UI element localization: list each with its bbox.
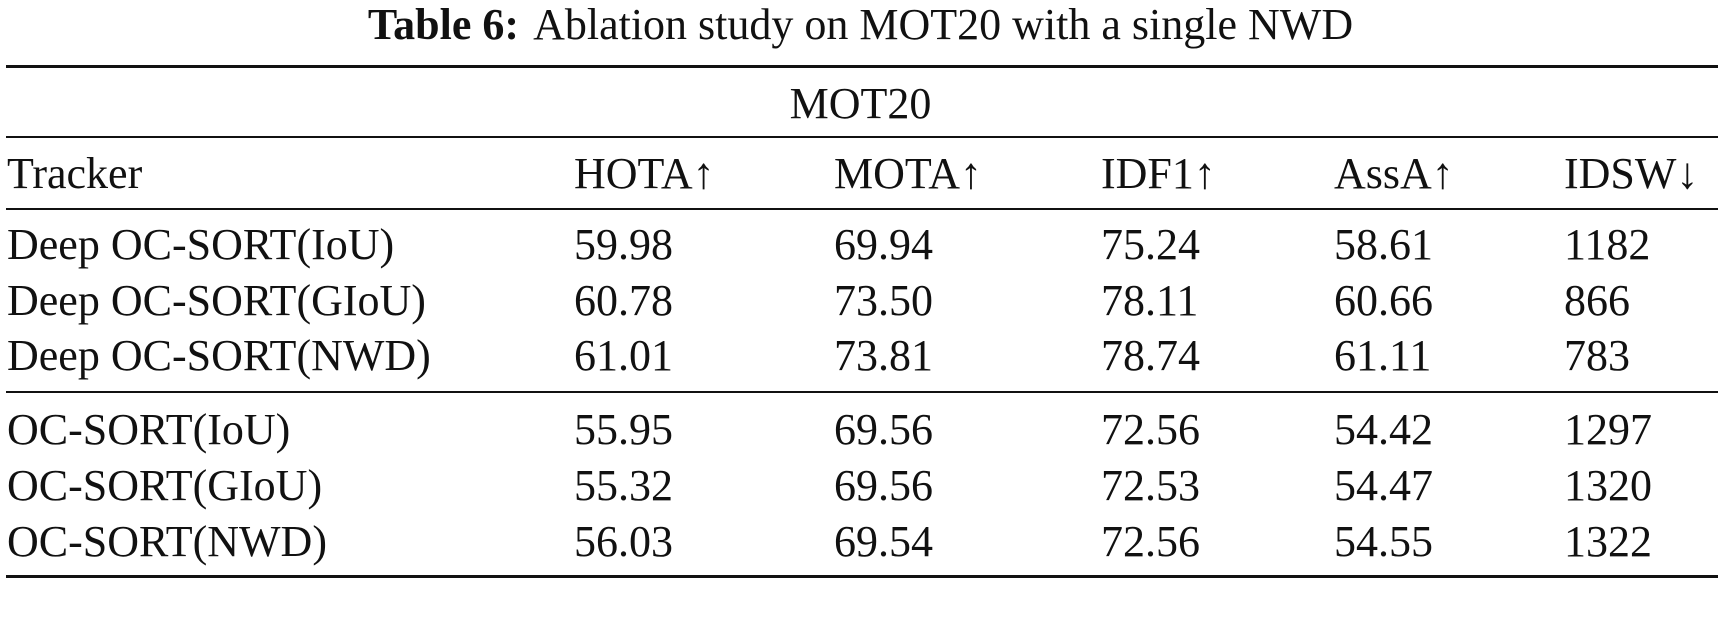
group-header-rule [6,136,1718,138]
assa-cell: 54.47 [1334,461,1433,510]
idf1-cell: 78.74 [1101,331,1200,380]
tracker-name-cell: OC-SORT(NWD) [7,517,327,566]
column-header-idf1: IDF1↑ [1101,149,1216,198]
assa-cell: 54.55 [1334,517,1433,566]
table-row: Deep OC-SORT(IoU) 59.98 69.94 75.24 58.6… [0,216,1721,274]
assa-cell: 61.11 [1334,331,1432,380]
hota-cell: 60.78 [574,276,673,325]
tracker-name-cell: Deep OC-SORT(IoU) [7,220,395,269]
table-bottom-rule [6,575,1718,578]
table-row: OC-SORT(IoU) 55.95 69.56 72.56 54.42 129… [0,401,1721,459]
table-top-rule [6,65,1718,68]
hota-cell: 59.98 [574,220,673,269]
hota-cell: 55.32 [574,461,673,510]
mota-cell: 69.94 [834,220,933,269]
table-row: OC-SORT(NWD) 56.03 69.54 72.56 54.55 132… [0,513,1721,571]
tracker-name-cell: OC-SORT(IoU) [7,405,291,454]
idsw-cell: 1320 [1564,461,1652,510]
column-header-tracker: Tracker [7,149,143,198]
table-header-row: Tracker HOTA↑ MOTA↑ IDF1↑ AssA↑ IDSW↓ [0,145,1721,203]
idsw-cell: 866 [1564,276,1630,325]
assa-cell: 60.66 [1334,276,1433,325]
idf1-cell: 75.24 [1101,220,1200,269]
assa-cell: 58.61 [1334,220,1433,269]
mota-cell: 73.81 [834,331,933,380]
table-row: Deep OC-SORT(GIoU) 60.78 73.50 78.11 60.… [0,272,1721,330]
table-group-header: MOT20 [789,79,932,128]
idsw-cell: 1182 [1564,220,1651,269]
table-caption-text: Ablation study on MOT20 with a single NW… [533,0,1354,49]
assa-cell: 54.42 [1334,405,1433,454]
hota-cell: 55.95 [574,405,673,454]
hota-cell: 61.01 [574,331,673,380]
table-row: Deep OC-SORT(NWD) 61.01 73.81 78.74 61.1… [0,327,1721,385]
idsw-cell: 1322 [1564,517,1652,566]
hota-cell: 56.03 [574,517,673,566]
idf1-cell: 78.11 [1101,276,1199,325]
mota-cell: 69.56 [834,405,933,454]
mota-cell: 69.56 [834,461,933,510]
idf1-cell: 72.56 [1101,517,1200,566]
group-separator-rule [6,391,1718,393]
tracker-name-cell: Deep OC-SORT(NWD) [7,331,431,380]
table-row: OC-SORT(GIoU) 55.32 69.56 72.53 54.47 13… [0,457,1721,515]
header-bottom-rule [6,208,1718,210]
column-header-mota: MOTA↑ [834,149,983,198]
tracker-name-cell: Deep OC-SORT(GIoU) [7,276,426,325]
mota-cell: 69.54 [834,517,933,566]
column-header-idsw: IDSW↓ [1564,149,1699,198]
column-header-hota: HOTA↑ [574,149,715,198]
table-caption: Table 6: Ablation study on MOT20 with a s… [0,0,1721,58]
mota-cell: 73.50 [834,276,933,325]
idf1-cell: 72.53 [1101,461,1200,510]
idf1-cell: 72.56 [1101,405,1200,454]
idsw-cell: 783 [1564,331,1630,380]
column-header-assa: AssA↑ [1334,149,1454,198]
idsw-cell: 1297 [1564,405,1652,454]
table-caption-label: Table 6: [367,0,520,49]
tracker-name-cell: OC-SORT(GIoU) [7,461,323,510]
